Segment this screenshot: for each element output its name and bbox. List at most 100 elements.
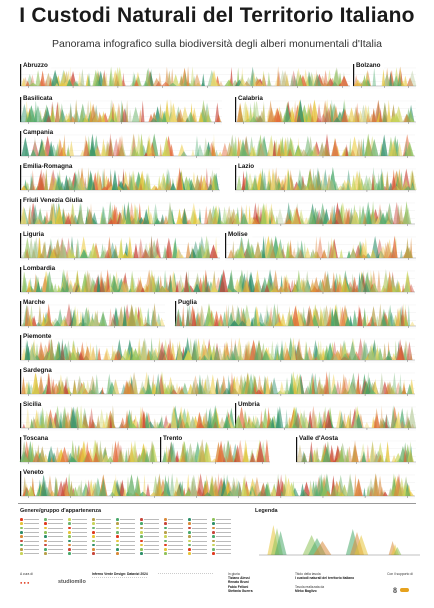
tree-peak <box>385 349 393 360</box>
tree-peak <box>143 474 146 496</box>
tree-peak <box>226 448 234 462</box>
tree-peak <box>333 117 341 122</box>
tree-peak <box>367 477 375 496</box>
tree-peak <box>179 254 185 258</box>
tree-peak <box>363 421 370 428</box>
tree-peak <box>35 69 41 86</box>
tree-peak <box>183 451 188 462</box>
tree-peak <box>284 377 290 394</box>
group-name-placeholder <box>71 519 87 520</box>
tree-peak <box>271 303 278 326</box>
tree-peak <box>167 337 173 360</box>
tree-peak <box>176 208 183 224</box>
group-name-placeholder <box>143 531 159 533</box>
tree-peak <box>199 377 205 394</box>
group-color-dot <box>140 530 143 534</box>
tree-peak <box>21 271 27 292</box>
tree-peak <box>256 440 265 462</box>
group-color-dot <box>188 530 191 534</box>
tree-peak <box>53 239 62 258</box>
tree-peak <box>157 181 165 190</box>
tree-peak <box>144 411 150 428</box>
tree-peak <box>107 412 116 428</box>
tree-peak <box>27 380 31 394</box>
tree-peak <box>339 306 346 326</box>
tree-peak <box>353 473 357 496</box>
group-name-placeholder <box>23 531 39 533</box>
tree-peak <box>316 340 321 360</box>
tree-peak <box>317 411 323 428</box>
tree-peak <box>21 137 30 156</box>
tree-peak <box>386 381 394 394</box>
tree-peak <box>245 169 249 190</box>
tree-peak <box>400 81 405 86</box>
tree-peak <box>367 345 374 360</box>
tree-peak <box>39 141 48 156</box>
tree-peak <box>261 351 271 360</box>
group-legend-item <box>20 543 39 547</box>
group-legend-item <box>92 535 111 538</box>
tree-peak <box>354 478 362 496</box>
tree-peak <box>225 411 229 428</box>
tree-peak <box>362 74 367 86</box>
tree-peak <box>312 143 319 156</box>
tree-peak <box>152 418 157 428</box>
tree-peak <box>235 337 244 360</box>
region-label-bg <box>237 162 259 170</box>
tree-peak <box>44 167 48 190</box>
region-panel-lombardia: Lombardia <box>20 264 415 295</box>
group-name-placeholder <box>167 549 183 550</box>
tree-peak <box>152 203 159 224</box>
tree-peak <box>405 487 411 496</box>
tree-peak <box>165 276 168 292</box>
group-color-dot <box>68 526 71 530</box>
tree-peak <box>122 274 126 292</box>
tree-peak <box>373 211 376 224</box>
tree-peak <box>284 137 287 156</box>
tree-peak <box>201 411 210 428</box>
tree-peak <box>21 456 30 462</box>
group-legend-item <box>212 530 231 534</box>
tree-peak <box>89 133 96 156</box>
group-color-dot <box>92 539 95 543</box>
group-color-dot <box>116 548 119 551</box>
tree-peak <box>272 269 279 292</box>
tree-peak <box>304 350 310 360</box>
group-name-placeholder <box>191 523 207 524</box>
tree-peak <box>101 168 106 190</box>
region-panel-piemonte: Piemonte <box>20 332 415 363</box>
footer-support-label: Con il supporto di <box>387 572 413 576</box>
tree-peak <box>109 415 113 428</box>
tree-peak <box>26 105 36 122</box>
group-legend-item <box>140 522 159 525</box>
tree-peak <box>88 316 95 326</box>
tree-peak <box>203 137 209 156</box>
group-legend-item <box>188 522 207 525</box>
tree-peak <box>314 488 319 496</box>
tree-peak <box>63 378 69 394</box>
group-color-dot <box>164 548 167 551</box>
tree-peak <box>227 443 234 462</box>
tree-peak <box>83 285 87 292</box>
tree-peak <box>37 235 42 258</box>
tree-peak <box>97 111 102 122</box>
group-name-placeholder <box>47 531 63 533</box>
tree-peak <box>282 276 288 292</box>
group-color-dot <box>212 543 215 547</box>
tree-peak <box>156 422 160 428</box>
legend-title: Legenda <box>255 508 278 514</box>
group-legend-item <box>44 530 63 534</box>
tree-peak <box>199 312 204 326</box>
group-name-placeholder <box>143 536 159 537</box>
tree-peak <box>65 353 69 360</box>
tree-peak <box>379 248 382 258</box>
tree-peak <box>366 269 370 292</box>
tree-peak <box>366 444 370 462</box>
tree-peak <box>19 451 29 462</box>
tree-peak <box>163 474 168 496</box>
tree-peak <box>210 69 218 86</box>
region-label: Puglia <box>178 299 197 306</box>
tree-peak <box>247 416 252 428</box>
tree-peak <box>184 410 193 428</box>
group-legend-item <box>44 526 63 530</box>
